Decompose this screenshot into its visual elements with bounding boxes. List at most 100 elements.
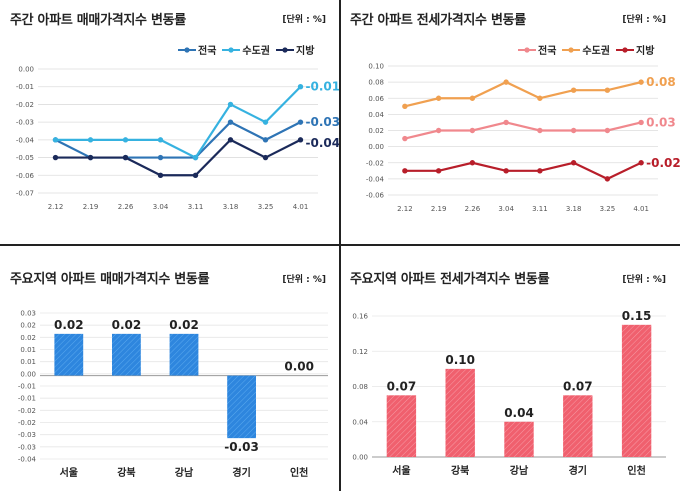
y-tick-label: 0.04 (368, 111, 384, 119)
sale-weekly-panel: 주간 아파트 매매가격지수 변동률 [단위 : %] 전국 수도권 지방 0.0… (0, 0, 340, 244)
data-point (157, 154, 164, 161)
sale-line-chart: 0.00 -0.01 -0.02 -0.03 -0.04 -0.05 -0.06 -0.07 2… (16, 66, 341, 212)
series-line (55, 138, 301, 177)
data-point (638, 160, 644, 166)
y-tick-label: -0.01 (16, 83, 34, 91)
data-point (52, 137, 59, 143)
data-point (52, 154, 59, 161)
x-tick-label: 3.11 (532, 205, 548, 213)
panel-title: 주간 아파트 전세가격지수 변동률 (350, 13, 526, 28)
legend-label: 전국 (198, 46, 217, 57)
x-category-label: 인천 (627, 464, 645, 477)
series-line (404, 80, 642, 108)
data-point (503, 119, 509, 126)
x-category-label: 강남 (510, 464, 529, 477)
y-tick-label: 0.16 (352, 313, 368, 321)
chart-legend: 전국 수도권 지방 (518, 42, 654, 57)
data-point (537, 127, 543, 134)
x-tick-label: 4.01 (633, 205, 649, 213)
data-point (402, 168, 408, 174)
legend-item: 지방 (616, 42, 654, 57)
data-point (570, 160, 577, 166)
y-tick-label: -0.07 (16, 190, 34, 198)
x-category-label: 강북 (451, 464, 469, 477)
data-point (503, 79, 509, 85)
data-point (570, 127, 577, 134)
end-value-label: -0.04 (306, 136, 341, 150)
y-tick-label: -0.04 (16, 136, 35, 144)
data-point (537, 95, 543, 101)
data-point (469, 127, 476, 134)
legend-item: 전국 (178, 42, 216, 57)
y-tick-label: 0.08 (368, 79, 384, 87)
data-point (503, 168, 509, 174)
y-tick-label: -0.03 (18, 443, 36, 451)
y-tick-label: 0.01 (20, 358, 36, 366)
y-tick-label: -0.01 (18, 395, 36, 403)
x-tick-label: 4.01 (293, 203, 309, 211)
y-tick-label: -0.02 (366, 159, 384, 167)
data-point (469, 95, 476, 101)
bar (112, 333, 141, 376)
legend-item: 수도권 (222, 42, 270, 57)
data-point (297, 84, 304, 90)
bar (169, 333, 199, 376)
legend-item: 수도권 (562, 42, 610, 57)
data-point (87, 137, 94, 143)
data-label: 0.02 (169, 318, 199, 332)
data-point (262, 137, 269, 143)
data-point (435, 168, 442, 174)
data-point (227, 137, 234, 143)
legend-item: 전국 (518, 42, 556, 57)
data-point (435, 95, 442, 101)
x-category-label: 서울 (392, 464, 410, 477)
y-tick-label: 0.00 (368, 143, 384, 151)
data-point (262, 154, 269, 161)
data-label: -0.03 (224, 440, 259, 454)
jeonse-region-panel: 주요지역 아파트 전세가격지수 변동률 [단위 : %] 0.16 0.12 0.0… (340, 246, 680, 491)
x-tick-label: 3.18 (223, 203, 239, 211)
data-point (604, 87, 611, 93)
y-tick-label: -0.06 (366, 192, 385, 200)
y-tick-label: 0.03 (20, 310, 36, 318)
series-line (404, 121, 642, 140)
bar (54, 333, 84, 376)
x-tick-label: 2.12 (397, 205, 413, 213)
chart-legend: 전국 수도권 지방 (178, 42, 314, 57)
sale-bar-chart: 0.03 0.02 0.02 0.01 0.01 0.00 -0.01 -0.01 -0.02 -… (18, 310, 328, 479)
x-category-label: 강북 (117, 466, 135, 479)
data-point (122, 137, 129, 143)
x-tick-label: 3.04 (498, 205, 514, 213)
y-tick-label: 0.02 (20, 322, 36, 330)
data-point (435, 127, 442, 134)
legend-label: 지방 (636, 46, 655, 57)
x-tick-label: 3.25 (258, 203, 274, 211)
y-tick-label: -0.05 (16, 154, 34, 162)
data-point (297, 137, 304, 143)
data-point (227, 101, 234, 108)
x-category-label: 강남 (175, 466, 194, 479)
series-line (404, 161, 642, 181)
legend-marker (562, 46, 581, 53)
y-tick-label: 0.10 (368, 63, 384, 71)
y-tick-label: 0.02 (368, 127, 384, 135)
data-point (192, 154, 199, 161)
legend-item: 지방 (276, 42, 314, 57)
end-value-label: 0.03 (646, 115, 676, 129)
y-tick-label: -0.02 (16, 101, 34, 109)
end-value-label: -0.02 (646, 156, 680, 170)
panel-title: 주요지역 아파트 매매가격지수 변동률 (10, 272, 210, 287)
y-tick-label: 0.08 (352, 383, 368, 391)
y-tick-label: 0.00 (20, 370, 36, 378)
x-tick-label: 3.25 (600, 205, 616, 213)
sale-region-panel: 주요지역 아파트 매매가격지수 변동률 [단위 : %] 0.03 0.02 0.0… (0, 246, 340, 491)
x-category-label: 경기 (232, 466, 250, 479)
data-point (402, 135, 408, 142)
y-tick-label: 0.06 (368, 95, 384, 103)
x-tick-label: 2.26 (118, 203, 134, 211)
end-value-label: -0.01 (306, 80, 341, 94)
y-tick-label: 0.12 (352, 348, 368, 356)
y-tick-label: -0.02 (18, 407, 36, 415)
legend-label: 전국 (538, 46, 557, 57)
